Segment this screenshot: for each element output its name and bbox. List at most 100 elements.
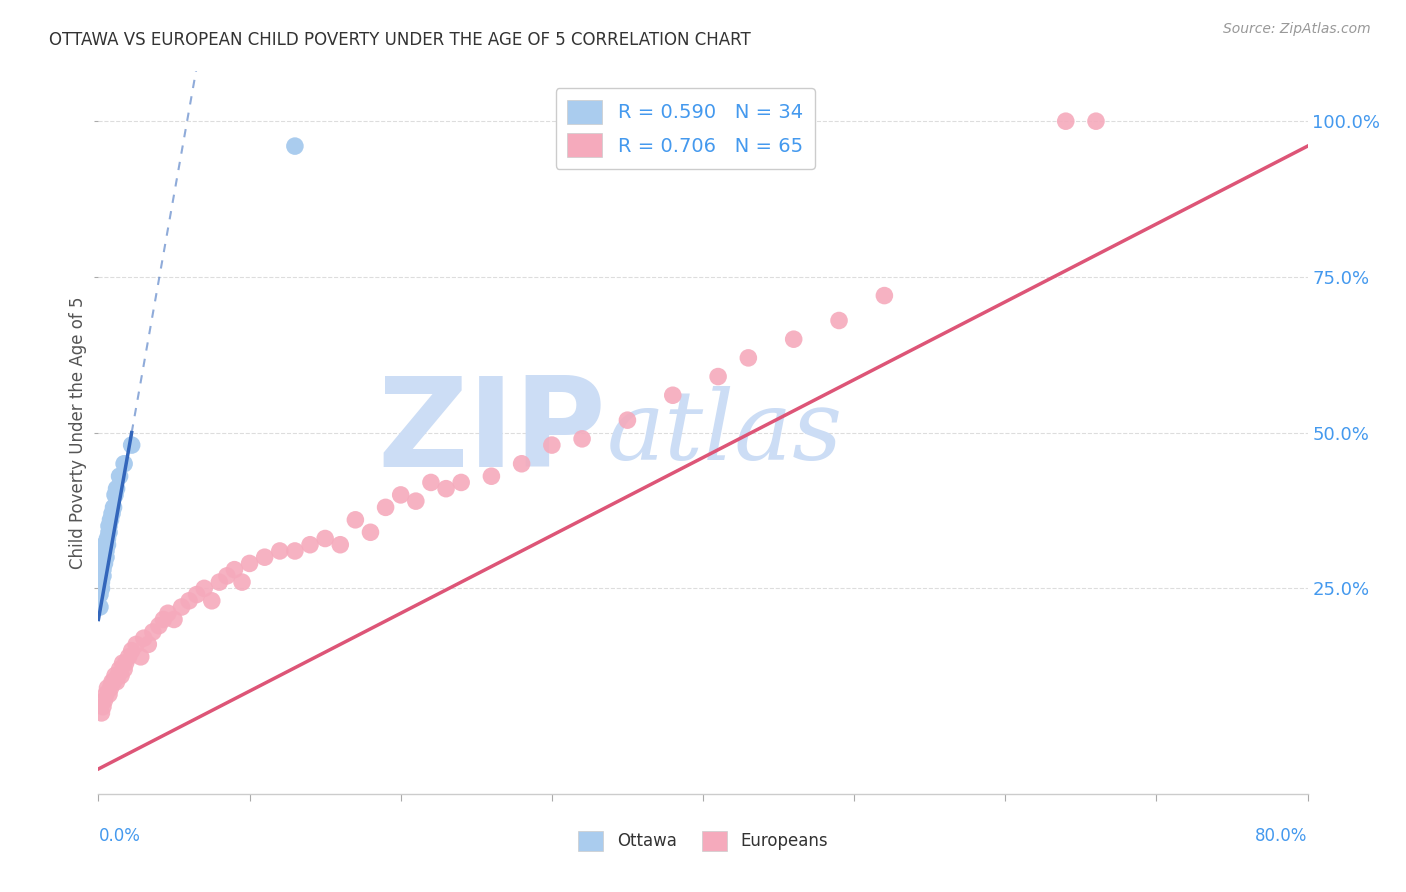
Point bbox=[108, 662, 131, 676]
Point bbox=[89, 588, 111, 602]
Point bbox=[111, 656, 134, 670]
Point bbox=[420, 475, 443, 490]
Point bbox=[783, 332, 806, 346]
Y-axis label: Child Poverty Under the Age of 5: Child Poverty Under the Age of 5 bbox=[69, 296, 87, 569]
Point bbox=[89, 600, 111, 615]
Point bbox=[299, 538, 322, 552]
Point bbox=[142, 624, 165, 639]
Point bbox=[94, 687, 117, 701]
Point bbox=[737, 351, 759, 365]
Point bbox=[103, 674, 125, 689]
Point bbox=[94, 544, 117, 558]
Point bbox=[163, 612, 186, 626]
Point bbox=[90, 563, 112, 577]
Point bbox=[98, 525, 121, 540]
Point bbox=[125, 637, 148, 651]
Point bbox=[100, 513, 122, 527]
Point bbox=[98, 687, 121, 701]
Text: 0.0%: 0.0% bbox=[98, 827, 141, 845]
Point bbox=[110, 668, 132, 682]
Point bbox=[107, 668, 129, 682]
Point bbox=[284, 544, 307, 558]
Point bbox=[90, 557, 112, 571]
Point bbox=[129, 649, 152, 664]
Point bbox=[136, 637, 159, 651]
Text: 80.0%: 80.0% bbox=[1256, 827, 1308, 845]
Point bbox=[90, 582, 112, 596]
Point bbox=[114, 656, 136, 670]
Point bbox=[239, 557, 262, 571]
Point bbox=[224, 563, 246, 577]
Point bbox=[91, 544, 114, 558]
Point bbox=[707, 369, 730, 384]
Point bbox=[193, 582, 215, 596]
Point bbox=[284, 139, 307, 153]
Point bbox=[93, 557, 115, 571]
Point bbox=[90, 706, 112, 720]
Point bbox=[91, 569, 114, 583]
Point bbox=[481, 469, 503, 483]
Text: Source: ZipAtlas.com: Source: ZipAtlas.com bbox=[1223, 22, 1371, 37]
Point bbox=[104, 488, 127, 502]
Point bbox=[208, 575, 231, 590]
Point bbox=[98, 519, 121, 533]
Point bbox=[89, 569, 111, 583]
Point bbox=[215, 569, 238, 583]
Point bbox=[93, 538, 115, 552]
Point bbox=[253, 550, 276, 565]
Point bbox=[540, 438, 562, 452]
Point bbox=[152, 612, 174, 626]
Point bbox=[90, 575, 112, 590]
Legend: Ottawa, Europeans: Ottawa, Europeans bbox=[572, 824, 834, 858]
Point bbox=[91, 557, 114, 571]
Point bbox=[360, 525, 382, 540]
Point bbox=[91, 550, 114, 565]
Point bbox=[231, 575, 253, 590]
Point bbox=[105, 674, 128, 689]
Point bbox=[93, 693, 115, 707]
Point bbox=[94, 550, 117, 565]
Point bbox=[186, 588, 208, 602]
Point bbox=[661, 388, 683, 402]
Point bbox=[828, 313, 851, 327]
Point bbox=[104, 668, 127, 682]
Point bbox=[112, 662, 135, 676]
Point bbox=[1085, 114, 1108, 128]
Point bbox=[93, 544, 115, 558]
Point bbox=[96, 538, 118, 552]
Point bbox=[873, 288, 896, 302]
Point bbox=[112, 457, 135, 471]
Point bbox=[405, 494, 427, 508]
Point bbox=[105, 482, 128, 496]
Point bbox=[571, 432, 593, 446]
Point bbox=[101, 507, 124, 521]
Point bbox=[329, 538, 352, 552]
Point bbox=[100, 681, 122, 695]
Point bbox=[269, 544, 291, 558]
Point bbox=[94, 538, 117, 552]
Point bbox=[389, 488, 412, 502]
Point bbox=[616, 413, 638, 427]
Point bbox=[132, 631, 155, 645]
Point bbox=[148, 618, 170, 632]
Point bbox=[91, 699, 114, 714]
Point bbox=[96, 532, 118, 546]
Point bbox=[90, 569, 112, 583]
Point bbox=[156, 607, 179, 621]
Point bbox=[201, 594, 224, 608]
Point bbox=[103, 500, 125, 515]
Point bbox=[374, 500, 396, 515]
Point bbox=[121, 438, 143, 452]
Point bbox=[314, 532, 336, 546]
Text: atlas: atlas bbox=[606, 385, 842, 480]
Point bbox=[89, 575, 111, 590]
Point bbox=[108, 469, 131, 483]
Point bbox=[1054, 114, 1077, 128]
Text: OTTAWA VS EUROPEAN CHILD POVERTY UNDER THE AGE OF 5 CORRELATION CHART: OTTAWA VS EUROPEAN CHILD POVERTY UNDER T… bbox=[49, 31, 751, 49]
Point bbox=[510, 457, 533, 471]
Point bbox=[179, 594, 201, 608]
Point bbox=[91, 563, 114, 577]
Point bbox=[344, 513, 367, 527]
Point bbox=[434, 482, 457, 496]
Point bbox=[450, 475, 472, 490]
